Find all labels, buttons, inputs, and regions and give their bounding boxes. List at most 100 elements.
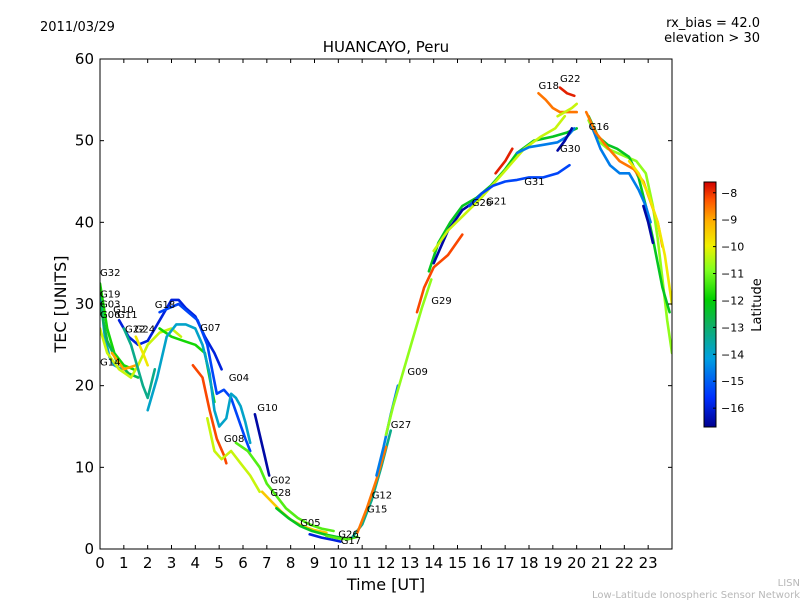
satellite-label-g10: G10 [113, 305, 133, 316]
colorbar-tick-label: −12 [721, 294, 744, 307]
satellite-label-g09: G09 [407, 367, 427, 378]
series-g22 [122, 327, 157, 400]
satellite-label-g19: G19 [100, 290, 120, 301]
satellite-label-g30: G30 [560, 144, 580, 155]
x-tick-label: 17 [496, 554, 515, 572]
series-g16f [627, 159, 672, 306]
elevation-label: elevation > 30 [664, 31, 760, 46]
colorbar-tick-label: −8 [721, 187, 737, 200]
x-tick-label: 13 [400, 554, 419, 572]
satellite-label-g12: G12 [372, 490, 392, 501]
x-tick-label: 12 [376, 554, 395, 572]
x-axis-ticks: 0 1 2 3 4 5 6 7 8 9 10 11 12 13 14 15 16 17 18 19 20 21 22 23 [95, 59, 658, 572]
satellite-label-g21: G21 [486, 196, 506, 207]
series-g22c [558, 86, 576, 98]
plot-area [100, 59, 672, 549]
series-g11 [110, 351, 138, 371]
satellite-label-g18: G18 [155, 300, 175, 311]
colorbar [703, 181, 717, 428]
x-axis-label: Time [UT] [346, 575, 425, 594]
date-label: 2011/03/29 [40, 20, 115, 35]
satellite-label-g26: G26 [472, 198, 492, 209]
x-tick-label: 5 [214, 554, 224, 572]
series-g10b [253, 413, 271, 477]
x-tick-label: 11 [353, 554, 372, 572]
series-layer [100, 86, 672, 543]
y-tick-label: 60 [75, 50, 94, 68]
series-g31b [494, 147, 514, 175]
x-tick-label: 9 [310, 554, 320, 572]
y-tick-label: 20 [75, 377, 94, 395]
series-g04 [146, 323, 252, 445]
colorbar-tick-label: −16 [721, 402, 744, 415]
rx-bias-label: rx_bias = 42.0 [666, 16, 760, 31]
colorbar-label: Latitude [750, 278, 765, 332]
x-tick-label: 7 [262, 554, 272, 572]
satellite-label-g11: G11 [117, 310, 137, 321]
satellite-label-g32: G32 [100, 268, 120, 279]
x-tick-label: 21 [591, 554, 610, 572]
colorbar-tick-label: −11 [721, 268, 744, 281]
y-tick-label: 0 [84, 540, 94, 558]
y-tick-label: 40 [75, 213, 94, 231]
series-g22b [556, 102, 578, 118]
y-axis-label: TEC [UNITS] [51, 256, 70, 354]
series-g18b [537, 92, 578, 114]
satellite-label-g26: G26 [338, 530, 358, 541]
satellite-label-g05: G05 [300, 518, 320, 529]
series-g16e [642, 204, 655, 245]
x-tick-label: 8 [286, 554, 296, 572]
x-tick-label: 22 [615, 554, 634, 572]
colorbar-tick-label: −10 [721, 241, 744, 254]
satellite-label-g16: G16 [589, 122, 609, 133]
satellite-label-g06: G06 [100, 310, 120, 321]
satellite-label-g02: G02 [270, 476, 290, 487]
x-tick-label: 10 [329, 554, 348, 572]
colorbar-tick-label: −9 [721, 214, 737, 227]
satellite-label-g29: G29 [431, 296, 451, 307]
series-g02 [234, 441, 335, 533]
satellite-label-g31: G31 [524, 177, 544, 188]
satellite-label-g14: G14 [100, 357, 120, 368]
satellite-label-g22: G22 [125, 325, 145, 336]
satellite-label-g04: G04 [229, 373, 249, 384]
y-tick-label: 30 [75, 295, 94, 313]
satellite-label-g03: G03 [100, 299, 120, 310]
footer-org-long: Low-Latitude Ionospheric Sensor Network [592, 590, 800, 600]
satellite-label-g27: G27 [391, 420, 411, 431]
x-tick-label: 2 [143, 554, 153, 572]
x-tick-label: 16 [472, 554, 491, 572]
satellite-label-g28: G28 [270, 488, 290, 499]
x-tick-label: 19 [543, 554, 562, 572]
series-g08b [206, 417, 261, 494]
series-g16c [589, 123, 652, 224]
colorbar-tick-label: −13 [721, 321, 744, 334]
x-tick-label: 15 [448, 554, 467, 572]
series-g09 [384, 278, 433, 436]
x-tick-label: 20 [567, 554, 586, 572]
x-tick-label: 1 [119, 554, 129, 572]
satellite-label-g18: G18 [539, 81, 559, 92]
x-tick-label: 6 [238, 554, 248, 572]
satellite-label-g07: G07 [200, 323, 220, 334]
footer-org-short: LISN [778, 578, 800, 589]
series-g29b [415, 233, 464, 314]
satellite-label-g24: G24 [135, 325, 155, 336]
satellite-label-g08: G08 [224, 434, 244, 445]
chart-title: HUANCAYO, Peru [323, 38, 449, 56]
satellite-label-g22: G22 [560, 74, 580, 85]
x-tick-label: 18 [519, 554, 538, 572]
series-g30b [556, 127, 574, 152]
satellite-label-g10: G10 [257, 403, 277, 414]
satellite-label-g17: G17 [341, 536, 361, 547]
y-tick-label: 10 [75, 458, 94, 476]
x-tick-label: 4 [191, 554, 201, 572]
series-g29 [308, 533, 342, 543]
y-axis-ticks: 0 10 20 30 40 50 60 [75, 50, 672, 558]
satellite-label-g15: G15 [367, 504, 387, 515]
colorbar-tick-label: −14 [721, 348, 744, 361]
colorbar-ticks: −8 −9 −10 −11 −12 −13 −14 −15 −16 [713, 187, 744, 415]
x-tick-label: 14 [424, 554, 443, 572]
satellite-labels: G32G19G03G10G06G11G22G24G18G07G14G04G10G… [100, 74, 609, 547]
